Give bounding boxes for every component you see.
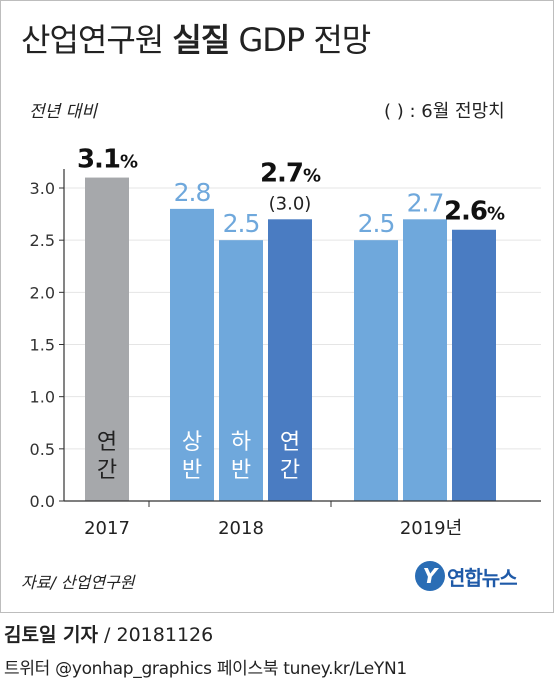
y-tick-label: 1.5 <box>30 336 55 355</box>
y-tick-label: 3.0 <box>30 179 55 198</box>
bar <box>219 240 263 501</box>
y-tick-label: 0.5 <box>30 440 55 459</box>
bar-inner-label: 반 <box>231 458 251 483</box>
social-links: 트위터 @yonhap_graphics 페이스북 tuney.kr/LeYN1 <box>4 659 407 679</box>
data-label: 3.1% <box>77 145 138 175</box>
x-tick-label: 2017 <box>84 518 130 539</box>
source-label: 자료/ 산업연구원 <box>21 573 135 592</box>
title-suffix: GDP 전망 <box>238 21 371 59</box>
bar <box>268 219 312 502</box>
reporter-name: 김토일 기자 <box>4 624 99 646</box>
logo-text: 연합뉴스 <box>447 565 518 590</box>
bar <box>85 177 129 502</box>
bar-chart: 0.00.51.01.52.02.53.03.1%연간20172.8상반2.5하… <box>30 145 541 539</box>
bar-inner-label: 연 <box>97 430 117 455</box>
credit-line: 김토일 기자 / 20181126 <box>4 620 213 647</box>
data-label: 2.7% <box>260 158 321 188</box>
data-label-percent: % <box>303 165 321 186</box>
bar-inner-label: 하 <box>231 430 251 455</box>
data-label: 2.5 <box>358 209 395 238</box>
note-label: ( ) : 6월 전망치 <box>384 101 505 122</box>
data-label-percent: % <box>120 152 138 173</box>
yonhap-logo: Y 연합뉴스 <box>415 559 518 593</box>
y-tick-label: 1.0 <box>30 388 55 407</box>
bar-inner-label: 상 <box>182 430 202 455</box>
y-tick-label: 2.5 <box>30 231 55 250</box>
bar-inner-label: 반 <box>182 458 202 483</box>
x-tick-label: 2018 <box>218 518 264 539</box>
bar <box>354 240 398 501</box>
bar <box>403 219 447 502</box>
unit-label: 전년 대비 <box>29 102 97 122</box>
data-label: 2.8 <box>174 178 211 207</box>
y-tick-label: 2.0 <box>30 283 55 302</box>
x-tick-label: 2019년 <box>400 518 462 539</box>
y-tick-label: 0.0 <box>30 492 55 511</box>
data-label: 2.5 <box>223 209 260 238</box>
bar-inner-label: 연 <box>280 430 300 455</box>
bar-inner-label: 간 <box>280 458 300 483</box>
bar <box>170 208 214 501</box>
data-label-value: 2.6 <box>444 197 487 227</box>
publish-date: / 20181126 <box>98 624 214 646</box>
data-label-value: 2.7 <box>260 158 303 188</box>
data-label: 2.6% <box>444 197 505 227</box>
data-label-value: 3.1 <box>77 145 120 175</box>
logo-mark-icon: Y <box>415 561 445 591</box>
data-label-paren: (3.0) <box>269 193 312 214</box>
data-label-percent: % <box>487 204 505 225</box>
title-bold: 실질 <box>172 21 230 59</box>
bar-inner-label: 간 <box>97 458 117 483</box>
data-label: 2.7 <box>407 188 444 217</box>
chart-title: 산업연구원 실질 GDP 전망 <box>21 15 371 61</box>
bar <box>452 229 496 501</box>
title-prefix: 산업연구원 <box>21 21 164 59</box>
